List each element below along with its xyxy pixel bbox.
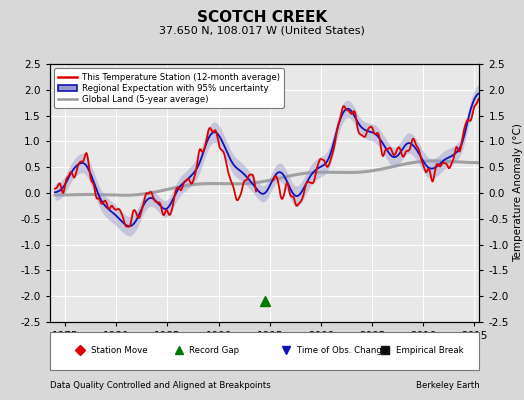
Text: Time of Obs. Change: Time of Obs. Change [297, 346, 387, 355]
FancyBboxPatch shape [50, 332, 479, 370]
Text: Empirical Break: Empirical Break [396, 346, 463, 355]
Y-axis label: Temperature Anomaly (°C): Temperature Anomaly (°C) [513, 124, 523, 262]
Text: Record Gap: Record Gap [190, 346, 239, 355]
Text: Data Quality Controlled and Aligned at Breakpoints: Data Quality Controlled and Aligned at B… [50, 381, 270, 390]
Text: 37.650 N, 108.017 W (United States): 37.650 N, 108.017 W (United States) [159, 25, 365, 35]
Text: SCOTCH CREEK: SCOTCH CREEK [197, 10, 327, 25]
Text: Station Move: Station Move [91, 346, 147, 355]
Text: Berkeley Earth: Berkeley Earth [416, 381, 479, 390]
Legend: This Temperature Station (12-month average), Regional Expectation with 95% uncer: This Temperature Station (12-month avera… [54, 68, 284, 108]
